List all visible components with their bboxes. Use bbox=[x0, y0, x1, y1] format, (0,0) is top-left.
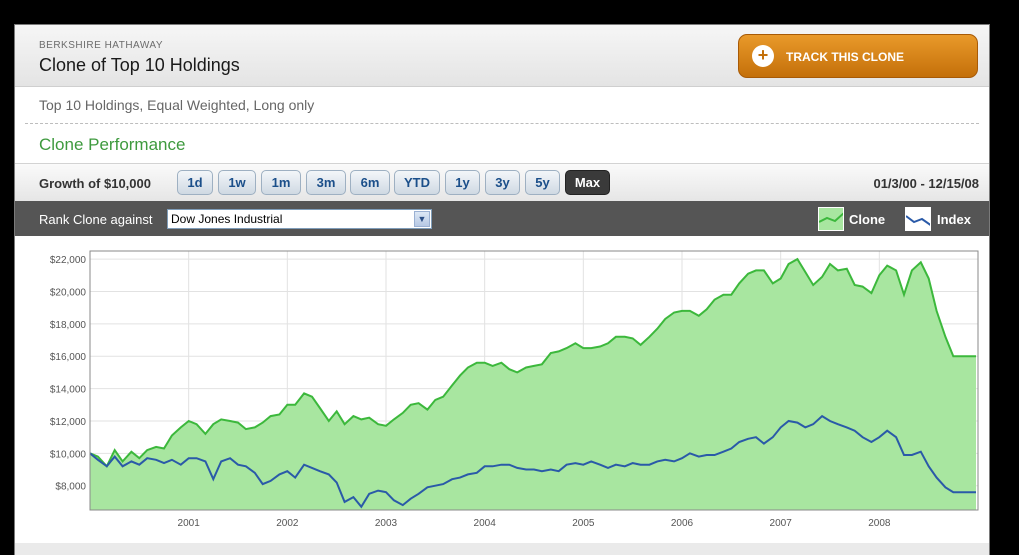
rank-label: Rank Clone against bbox=[39, 212, 153, 227]
y-tick-label: $12,000 bbox=[50, 417, 87, 428]
chevron-down-icon[interactable]: ▼ bbox=[414, 211, 430, 227]
x-tick-label: 2004 bbox=[474, 518, 497, 529]
x-tick-label: 2007 bbox=[770, 518, 793, 529]
header: BERKSHIRE HATHAWAY Clone of Top 10 Holdi… bbox=[15, 25, 989, 87]
range-button-1d[interactable]: 1d bbox=[177, 170, 213, 195]
y-tick-label: $8,000 bbox=[55, 482, 86, 493]
section-title: Clone Performance bbox=[39, 135, 186, 154]
page-title: Clone of Top 10 Holdings bbox=[39, 55, 240, 75]
track-clone-button[interactable]: + TRACK THIS CLONE bbox=[738, 34, 978, 78]
plot-border bbox=[89, 250, 979, 511]
range-button-3y[interactable]: 3y bbox=[485, 170, 520, 195]
company-name: BERKSHIRE HATHAWAY bbox=[39, 40, 164, 51]
track-clone-label: TRACK THIS CLONE bbox=[786, 50, 904, 64]
clone-area bbox=[90, 259, 976, 510]
range-button-1m[interactable]: 1m bbox=[261, 170, 301, 195]
range-button-ytd[interactable]: YTD bbox=[394, 170, 440, 195]
clone-widget: BERKSHIRE HATHAWAY Clone of Top 10 Holdi… bbox=[14, 24, 990, 555]
range-button-3m[interactable]: 3m bbox=[306, 170, 346, 195]
x-tick-label: 2001 bbox=[178, 518, 201, 529]
x-tick-label: 2003 bbox=[375, 518, 398, 529]
index-legend-icon bbox=[905, 207, 931, 231]
rank-bar: Rank Clone against Dow Jones Industrial … bbox=[15, 201, 989, 236]
range-button-1y[interactable]: 1y bbox=[445, 170, 480, 195]
date-range: 01/3/00 - 12/15/08 bbox=[873, 176, 979, 191]
benchmark-select[interactable]: Dow Jones Industrial ▼ bbox=[167, 209, 432, 229]
plus-icon: + bbox=[752, 45, 774, 67]
range-button-1w[interactable]: 1w bbox=[218, 170, 256, 195]
legend-index: Index bbox=[937, 212, 971, 227]
divider bbox=[25, 123, 979, 124]
range-button-5y[interactable]: 5y bbox=[525, 170, 560, 195]
range-button-max[interactable]: Max bbox=[565, 170, 610, 195]
clone-line bbox=[89, 257, 976, 469]
y-tick-label: $20,000 bbox=[50, 287, 87, 298]
x-tick-label: 2008 bbox=[868, 518, 891, 529]
benchmark-select-value: Dow Jones Industrial bbox=[171, 212, 283, 226]
clone-legend-icon bbox=[818, 207, 844, 231]
bottom-strip bbox=[15, 543, 989, 555]
x-tick-label: 2002 bbox=[276, 518, 299, 529]
y-tick-label: $18,000 bbox=[50, 320, 87, 331]
index-line bbox=[89, 414, 976, 509]
legend-clone: Clone bbox=[849, 212, 886, 227]
y-tick-label: $16,000 bbox=[50, 352, 87, 363]
x-tick-label: 2006 bbox=[671, 518, 694, 529]
strategy-subtitle: Top 10 Holdings, Equal Weighted, Long on… bbox=[39, 97, 315, 113]
y-tick-label: $22,000 bbox=[50, 255, 87, 266]
y-tick-label: $14,000 bbox=[50, 385, 87, 396]
growth-chart: $8,000 $10,000 $12,000 $14,000 $16,000 $18,00… bbox=[50, 250, 979, 529]
x-tick-label: 2005 bbox=[572, 518, 595, 529]
range-button-6m[interactable]: 6m bbox=[350, 170, 390, 195]
range-bar: Growth of $10,000 1d 1w 1m 3m 6m YTD 1y … bbox=[15, 163, 989, 201]
growth-label: Growth of $10,000 bbox=[39, 176, 151, 191]
y-tick-label: $10,000 bbox=[50, 449, 87, 460]
